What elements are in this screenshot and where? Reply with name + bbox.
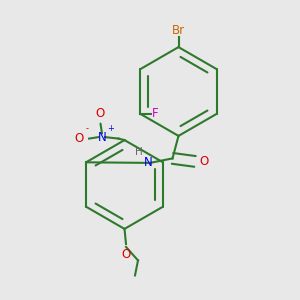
Text: +: + [107,124,114,134]
Text: N: N [98,130,106,144]
Text: O: O [96,107,105,120]
Text: O: O [75,132,84,145]
Text: F: F [152,107,158,120]
Text: Br: Br [172,24,185,37]
Text: -: - [85,124,88,133]
Text: O: O [122,248,130,260]
Text: N: N [144,156,153,170]
Text: O: O [200,155,209,168]
Text: H: H [135,147,142,157]
